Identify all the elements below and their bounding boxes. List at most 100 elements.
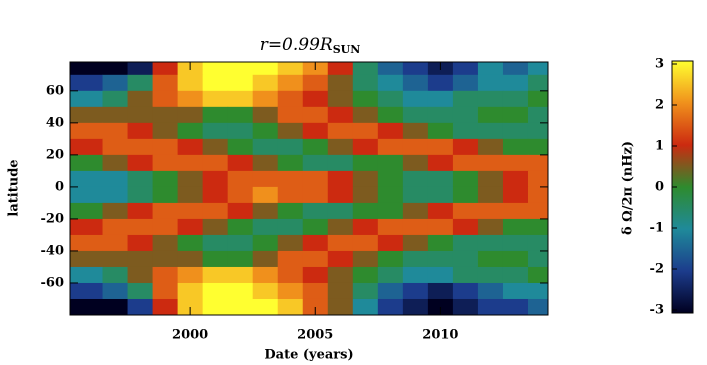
heat-cell	[352, 266, 379, 284]
heat-cell	[452, 138, 479, 156]
heat-cell	[452, 202, 479, 220]
x-tick-label: 2010	[422, 328, 458, 343]
heat-cell	[402, 298, 429, 315]
heat-cell	[327, 250, 354, 268]
heat-cell	[527, 62, 548, 76]
heat-cell	[427, 154, 454, 172]
heat-cell	[152, 218, 179, 236]
heat-cell	[402, 170, 429, 188]
heat-cell	[327, 106, 354, 124]
heat-cell	[102, 298, 129, 315]
heat-cell	[202, 202, 229, 220]
plot-frame	[69, 61, 549, 316]
heat-cell	[127, 74, 154, 92]
heat-cell	[402, 106, 429, 124]
heat-cell	[302, 106, 329, 124]
heat-cell	[302, 90, 329, 108]
heat-cell	[70, 186, 104, 204]
heat-cell	[427, 138, 454, 156]
heat-cell	[227, 202, 254, 220]
heat-cell	[202, 62, 229, 76]
heat-cell	[302, 298, 329, 315]
heat-cell	[527, 202, 548, 220]
heat-cell	[477, 170, 504, 188]
heat-cell	[527, 74, 548, 92]
heat-cell	[427, 170, 454, 188]
heat-cell	[477, 218, 504, 236]
heat-cell	[102, 266, 129, 284]
heat-cell	[302, 138, 329, 156]
colorbar-tick-label: 2	[655, 98, 664, 113]
heat-cell	[227, 250, 254, 268]
heat-cell	[70, 62, 104, 76]
heat-cell	[177, 186, 204, 204]
heat-cell	[352, 298, 379, 315]
heat-cell	[377, 122, 404, 140]
heat-cell	[277, 234, 304, 252]
heat-cell	[502, 106, 529, 124]
heat-cell	[427, 202, 454, 220]
heat-cell	[152, 250, 179, 268]
heat-cell	[177, 250, 204, 268]
heat-cell	[327, 282, 354, 300]
heat-cell	[377, 202, 404, 220]
heat-cell	[302, 218, 329, 236]
heat-cell	[327, 298, 354, 315]
heat-cell	[252, 202, 279, 220]
heat-cell	[527, 298, 548, 315]
heat-cell	[377, 62, 404, 76]
heat-cell	[502, 266, 529, 284]
heat-cell	[277, 202, 304, 220]
heat-cell	[452, 250, 479, 268]
heat-cell	[402, 74, 429, 92]
heat-cell	[177, 266, 204, 284]
heat-cell	[70, 282, 104, 300]
heat-cell	[252, 122, 279, 140]
heat-cell	[352, 90, 379, 108]
heat-cell	[502, 250, 529, 268]
heat-cell	[252, 186, 279, 204]
heat-cell	[152, 106, 179, 124]
heat-cell	[527, 122, 548, 140]
heat-cell	[227, 74, 254, 92]
heat-cell	[252, 218, 279, 236]
heat-cell	[502, 282, 529, 300]
heat-cell	[102, 74, 129, 92]
heat-cell	[227, 90, 254, 108]
heat-cell	[452, 122, 479, 140]
heat-cell	[527, 170, 548, 188]
heat-cell	[152, 186, 179, 204]
heat-cell	[527, 282, 548, 300]
heat-cell	[127, 218, 154, 236]
heat-cell	[527, 106, 548, 124]
heat-cell	[227, 138, 254, 156]
heat-cell	[527, 90, 548, 108]
heat-cell	[327, 62, 354, 76]
heat-cell	[327, 202, 354, 220]
heat-cell	[152, 122, 179, 140]
heat-cell	[177, 106, 204, 124]
heat-cell	[152, 62, 179, 76]
heat-cell	[202, 266, 229, 284]
heat-cell	[477, 202, 504, 220]
heat-cell	[102, 62, 129, 76]
heat-cell	[227, 234, 254, 252]
heat-cell	[527, 154, 548, 172]
heat-cell	[352, 62, 379, 76]
y-tick-label: 40	[46, 115, 64, 130]
heat-cell	[452, 106, 479, 124]
heat-cell	[377, 282, 404, 300]
heat-cell	[502, 298, 529, 315]
x-tick-label: 2005	[297, 328, 333, 343]
heat-cell	[70, 218, 104, 236]
heat-cell	[70, 106, 104, 124]
heat-cell	[527, 186, 548, 204]
colorbar-tick-label: 3	[655, 57, 664, 72]
heat-cell	[177, 122, 204, 140]
heat-cell	[352, 154, 379, 172]
heat-cell	[127, 138, 154, 156]
heat-cell	[452, 282, 479, 300]
heat-cell	[402, 218, 429, 236]
heat-cell	[352, 138, 379, 156]
